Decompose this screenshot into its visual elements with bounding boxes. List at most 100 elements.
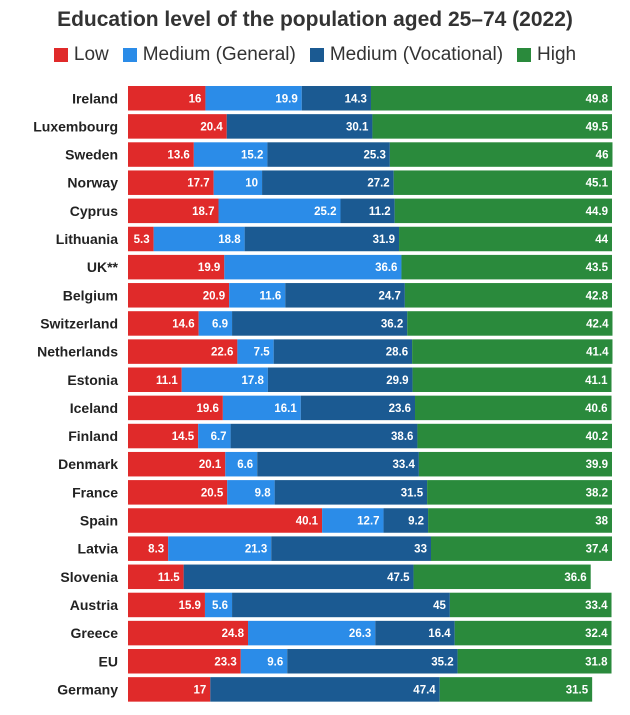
value-label-high-switzerland: 42.4	[586, 318, 609, 330]
legend-label-low: Low	[73, 44, 109, 65]
legend-swatch-medium-general	[122, 48, 137, 62]
value-label-high-estonia: 41.1	[585, 375, 608, 387]
category-label-austria: Austria	[70, 597, 118, 613]
legend-item-high: High	[517, 44, 576, 66]
category-label-sweden: Sweden	[65, 147, 118, 163]
bar-medium-vocational-cyprus	[340, 198, 395, 224]
legend-swatch-high	[517, 48, 532, 62]
legend-item-low: Low	[53, 44, 109, 66]
bar-medium-vocational-latvia	[271, 536, 431, 561]
legend-label-high: High	[537, 44, 577, 65]
value-label-low-greece: 24.8	[222, 628, 245, 640]
value-label-medium-vocational-ireland: 14.3	[345, 93, 367, 105]
bar-low-ireland	[128, 86, 206, 111]
bar-high-switzerland	[407, 311, 613, 336]
value-label-low-eu: 23.3	[214, 656, 236, 668]
category-label-ireland: Ireland	[72, 90, 118, 106]
bar-medium-general-estonia	[181, 367, 268, 392]
bar-medium-vocational-switzerland	[232, 311, 408, 336]
value-label-medium-general-ireland: 19.9	[275, 93, 297, 105]
bar-medium-vocational-eu	[287, 649, 458, 674]
value-label-low-france: 20.5	[201, 487, 224, 499]
bar-low-lithuania	[128, 226, 154, 252]
value-label-low-spain: 40.1	[296, 516, 319, 528]
bar-high-sweden	[389, 142, 613, 167]
bar-medium-general-spain	[322, 508, 384, 533]
value-label-medium-vocational-latvia: 33	[414, 544, 427, 556]
value-label-high-germany: 31.5	[566, 684, 589, 696]
bar-low-cyprus	[128, 198, 219, 224]
value-label-high-france: 38.2	[586, 487, 608, 499]
value-label-medium-vocational-spain: 9.2	[408, 516, 424, 528]
value-label-medium-vocational-luxembourg: 30.1	[346, 121, 369, 133]
bar-low-greece	[128, 620, 249, 646]
bar-medium-general-netherlands	[237, 339, 274, 364]
value-label-low-ireland: 16	[189, 93, 202, 105]
value-label-medium-vocational-norway: 27.2	[367, 178, 389, 190]
bar-medium-vocational-lithuania	[244, 226, 400, 252]
bar-medium-vocational-greece	[375, 620, 455, 646]
value-label-high-cyprus: 44.9	[586, 206, 608, 218]
bar-high-denmark	[418, 451, 612, 477]
bar-low-estonia	[128, 367, 182, 392]
bar-medium-general-lithuania	[153, 226, 245, 252]
value-label-medium-general-finland: 6.7	[211, 431, 227, 443]
bar-low-france	[128, 480, 228, 505]
bar-high-belgium	[404, 283, 612, 308]
bar-high-ireland	[370, 86, 612, 111]
bar-medium-general-belgium	[229, 283, 286, 308]
bar-medium-vocational-norway	[262, 170, 394, 195]
bar-high-uk	[401, 254, 612, 280]
bar-high-luxembourg	[372, 114, 612, 139]
bar-high-slovenia	[413, 564, 591, 590]
value-label-low-belgium: 20.9	[203, 290, 225, 302]
bar-medium-general-cyprus	[218, 198, 341, 224]
bar-medium-general-greece	[248, 620, 376, 646]
bar-high-estonia	[412, 367, 612, 392]
value-label-medium-general-norway: 10	[245, 178, 258, 190]
bar-medium-general-uk	[224, 254, 402, 280]
value-label-low-uk: 19.9	[198, 262, 220, 274]
value-label-medium-general-eu: 9.6	[267, 656, 283, 668]
value-label-low-lithuania: 5.3	[134, 234, 150, 246]
bar-low-sweden	[128, 142, 194, 167]
value-label-high-sweden: 46	[596, 150, 609, 162]
value-label-low-estonia: 11.1	[156, 375, 178, 387]
bar-medium-vocational-spain	[383, 508, 429, 533]
value-label-medium-vocational-estonia: 29.9	[386, 375, 408, 387]
bar-medium-vocational-estonia	[267, 367, 413, 392]
category-label-eu: EU	[99, 653, 118, 669]
bar-medium-general-switzerland	[198, 311, 233, 336]
value-label-medium-vocational-germany: 47.4	[413, 684, 436, 696]
value-label-high-austria: 33.4	[585, 600, 608, 612]
legend-item-medium-vocational: Medium (Vocational)	[309, 44, 503, 66]
legend-swatch-low	[53, 48, 68, 62]
category-label-norway: Norway	[67, 175, 118, 191]
bar-medium-general-iceland	[222, 395, 301, 421]
value-label-high-netherlands: 41.4	[586, 347, 609, 359]
value-label-medium-general-cyprus: 25.2	[314, 206, 336, 218]
value-label-low-slovenia: 11.5	[158, 572, 180, 584]
value-label-low-finland: 14.5	[172, 431, 195, 443]
category-label-germany: Germany	[57, 681, 118, 697]
value-label-medium-general-greece: 26.3	[349, 628, 371, 640]
value-label-low-latvia: 8.3	[148, 544, 164, 556]
category-label-iceland: Iceland	[70, 400, 118, 416]
legend-item-medium-general: Medium (General)	[122, 44, 296, 66]
value-label-low-cyprus: 18.7	[192, 206, 214, 218]
bar-high-eu	[457, 649, 612, 674]
value-label-medium-general-france: 9.8	[255, 487, 272, 499]
value-label-high-latvia: 37.4	[586, 544, 609, 556]
value-label-high-lithuania: 44	[595, 234, 608, 246]
value-label-medium-vocational-finland: 38.6	[391, 431, 413, 443]
legend-label-medium-general: Medium (General)	[142, 44, 296, 65]
value-label-medium-general-estonia: 17.8	[241, 375, 264, 387]
value-label-medium-vocational-switzerland: 36.2	[381, 318, 403, 330]
value-label-medium-general-lithuania: 18.8	[218, 234, 241, 246]
value-label-medium-general-sweden: 15.2	[241, 150, 263, 162]
value-label-high-ireland: 49.8	[586, 93, 609, 105]
bar-medium-general-ireland	[205, 86, 302, 111]
value-label-high-luxembourg: 49.5	[586, 121, 609, 133]
value-label-high-iceland: 40.6	[585, 403, 607, 415]
bar-medium-general-austria	[204, 592, 233, 618]
